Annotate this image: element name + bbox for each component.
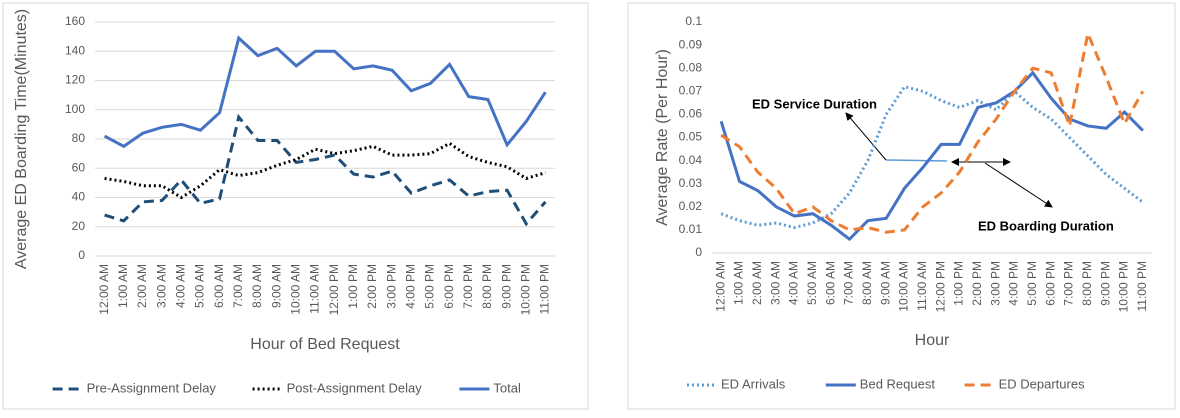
x-tick-label: 7:00 PM	[461, 264, 475, 309]
y-tick-label: 0.06	[679, 107, 703, 121]
x-tick-label: 12:00 AM	[713, 261, 727, 312]
y-tick-label: 0	[78, 248, 85, 262]
x-tick-label: 1:00 AM	[116, 264, 130, 308]
x-axis-label: Hour of Bed Request	[250, 336, 400, 353]
y-tick-label: 0.1	[685, 14, 702, 28]
x-tick-label: 11:00 AM	[915, 261, 929, 311]
legend-label: ED Departures	[999, 376, 1085, 391]
legend-label: ED Arrivals	[721, 376, 786, 391]
y-tick-label: 0.02	[679, 199, 703, 213]
y-tick-label: 0.09	[679, 37, 703, 51]
legend-label: Post-Assignment Delay	[287, 380, 423, 395]
y-tick-label: 0.01	[679, 222, 703, 236]
annotation: ED Boarding Duration	[978, 218, 1114, 233]
x-tick-label: 12:00 PM	[327, 264, 341, 315]
y-tick-label: 0.07	[679, 83, 703, 97]
legend-label: Pre-Assignment Delay	[87, 380, 217, 395]
x-tick-label: 11:00 PM	[1135, 261, 1149, 311]
x-tick-label: 7:00 AM	[231, 264, 245, 308]
x-tick-label: 10:00 AM	[288, 264, 302, 315]
x-tick-label: 9:00 PM	[499, 264, 513, 309]
x-tick-label: 12:00 AM	[97, 264, 111, 315]
x-tick-label: 2:00 PM	[365, 264, 379, 309]
x-tick-label: 6:00 PM	[442, 264, 456, 309]
x-tick-label: 9:00 AM	[878, 261, 892, 305]
x-tick-label: 2:00 PM	[970, 261, 984, 306]
x-tick-label: 8:00 PM	[1080, 261, 1094, 306]
x-tick-label: 6:00 AM	[823, 261, 837, 305]
y-axis-label: Average Rate (Per Hour)	[654, 49, 671, 226]
x-tick-label: 7:00 AM	[842, 261, 856, 305]
x-tick-label: 7:00 PM	[1062, 261, 1076, 306]
y-tick-label: 0.03	[679, 176, 703, 190]
x-tick-label: 12:00 PM	[933, 261, 947, 312]
x-tick-label: 3:00 PM	[384, 264, 398, 309]
x-tick-label: 2:00 AM	[135, 264, 149, 308]
y-tick-label: 80	[72, 131, 86, 145]
x-axis-label: Hour	[915, 332, 950, 349]
x-tick-label: 10:00 PM	[1117, 261, 1131, 312]
x-tick-label: 6:00 PM	[1043, 261, 1057, 306]
annotation-arrow	[845, 112, 887, 161]
x-tick-label: 11:00 PM	[538, 264, 552, 314]
x-tick-label: 4:00 AM	[787, 261, 801, 305]
y-tick-label: 20	[72, 219, 86, 233]
legend-label: Bed Request	[860, 376, 936, 391]
y-tick-label: 100	[65, 102, 85, 116]
x-tick-label: 1:00 AM	[732, 261, 746, 305]
x-tick-label: 9:00 AM	[269, 264, 283, 308]
series-line	[720, 28, 1145, 234]
y-axis-label: Average ED Boarding Time(Minutes)	[13, 9, 30, 269]
x-tick-label: 11:00 AM	[308, 264, 322, 314]
chart-border	[627, 2, 1176, 410]
x-tick-label: 8:00 AM	[860, 261, 874, 305]
x-tick-label: 5:00 PM	[423, 264, 437, 309]
legend-label: Total	[493, 380, 521, 395]
series-line	[719, 70, 1144, 242]
y-tick-label: 0.04	[679, 153, 703, 167]
x-tick-label: 9:00 PM	[1098, 261, 1112, 306]
x-tick-label: 8:00 PM	[480, 264, 494, 309]
series-line	[103, 35, 547, 149]
y-tick-label: 160	[65, 14, 85, 28]
y-tick-label: 140	[65, 43, 85, 57]
annotation-arrow	[984, 162, 1053, 208]
y-tick-label: 0.05	[679, 130, 703, 144]
x-tick-label: 3:00 AM	[154, 264, 168, 308]
series-line	[104, 141, 546, 200]
x-tick-label: 5:00 AM	[193, 264, 207, 308]
x-tick-label: 2:00 AM	[750, 261, 764, 305]
x-tick-label: 4:00 AM	[173, 264, 187, 308]
y-tick-label: 0	[695, 245, 702, 259]
x-tick-label: 4:00 PM	[403, 264, 417, 309]
annotation-arrow	[885, 159, 948, 162]
x-tick-label: 6:00 AM	[212, 264, 226, 308]
x-tick-label: 3:00 PM	[988, 261, 1002, 306]
x-tick-label: 5:00 PM	[1025, 261, 1039, 306]
x-tick-label: 8:00 AM	[250, 264, 264, 308]
chart-border	[2, 2, 589, 410]
x-tick-label: 3:00 AM	[768, 261, 782, 305]
y-tick-label: 60	[72, 160, 86, 174]
y-tick-label: 0.08	[679, 60, 703, 74]
y-tick-label: 40	[72, 190, 86, 204]
series-line	[104, 113, 547, 227]
x-tick-label: 10:00 PM	[518, 264, 532, 315]
annotation: ED Service Duration	[752, 96, 877, 111]
x-tick-label: 4:00 PM	[1007, 261, 1021, 306]
x-tick-label: 10:00 AM	[897, 261, 911, 312]
x-tick-label: 1:00 PM	[952, 261, 966, 306]
x-tick-label: 1:00 PM	[346, 264, 360, 309]
x-tick-label: 5:00 AM	[805, 261, 819, 305]
y-tick-label: 120	[65, 73, 85, 87]
